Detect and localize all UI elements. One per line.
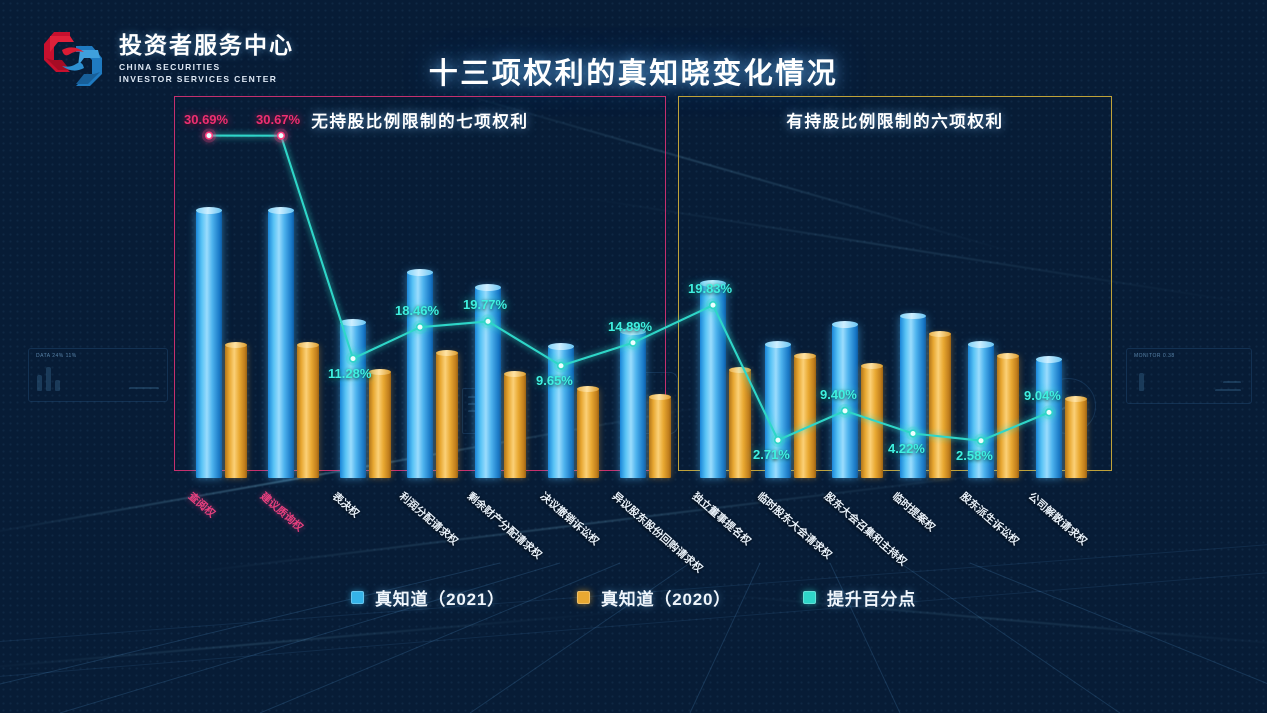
bar-group bbox=[832, 321, 883, 478]
line-value-label: 4.22% bbox=[888, 440, 925, 456]
panel-right-title: 有持股比例限制的六项权利 bbox=[786, 113, 1004, 131]
legend-item-label: 提升百分点 bbox=[827, 590, 917, 609]
bar-2021[interactable] bbox=[196, 207, 222, 478]
line-value-label: 9.65% bbox=[536, 372, 573, 388]
brand-name-cn: 投资者服务中心 bbox=[119, 31, 294, 58]
bar-2020[interactable] bbox=[649, 393, 671, 478]
category-label: 公司解散请求权 bbox=[1025, 490, 1090, 548]
category-label: 独立董事提名权 bbox=[689, 490, 754, 548]
bar-2020[interactable] bbox=[436, 350, 458, 478]
bar-2021[interactable] bbox=[268, 207, 294, 478]
line-value-label: 19.83% bbox=[688, 281, 733, 297]
bar-group bbox=[407, 268, 458, 478]
bar-group bbox=[620, 327, 671, 478]
square-swatch-icon bbox=[577, 591, 590, 604]
category-label: 决议撤销诉讼权 bbox=[537, 490, 602, 548]
category-label: 查阅权 bbox=[185, 490, 218, 521]
brand-logo-block: 投资者服务中心 CHINA SECURITIES INVESTOR SERVIC… bbox=[40, 28, 294, 90]
bar-group bbox=[765, 341, 816, 478]
bar-group bbox=[475, 284, 526, 478]
line-value-label: 11.28% bbox=[328, 365, 372, 381]
bar-group bbox=[340, 319, 391, 478]
line-point-marker[interactable] bbox=[204, 131, 214, 140]
line-point-marker[interactable] bbox=[840, 406, 850, 415]
bar-2020[interactable] bbox=[997, 352, 1019, 478]
line-point-marker[interactable] bbox=[708, 301, 718, 310]
category-label: 表决权 bbox=[329, 490, 362, 521]
page-title: 十三项权利的真知晓变化情况 bbox=[428, 58, 839, 90]
category-label: 剩余财产分配请求权 bbox=[464, 490, 544, 562]
bar-2021[interactable] bbox=[900, 312, 926, 478]
panel-with-shareholding-limit: 有持股比例限制的六项权利 bbox=[678, 96, 1112, 471]
bar-group bbox=[900, 312, 951, 478]
line-value-label: 14.89% bbox=[608, 318, 653, 334]
line-point-marker[interactable] bbox=[773, 436, 783, 445]
bar-2020[interactable] bbox=[1065, 396, 1087, 478]
line-point-marker[interactable] bbox=[483, 317, 493, 326]
line-point-marker[interactable] bbox=[276, 131, 286, 140]
bar-2020[interactable] bbox=[577, 385, 599, 478]
legend-item-label: 真知道（2021） bbox=[374, 590, 505, 609]
category-label: 临时提案权 bbox=[889, 490, 938, 534]
line-point-marker[interactable] bbox=[976, 436, 986, 445]
legend-item[interactable]: 提升百分点 bbox=[803, 585, 916, 610]
bar-2021[interactable] bbox=[968, 341, 994, 478]
line-value-label: 2.58% bbox=[956, 447, 993, 463]
line-value-label: 9.04% bbox=[1024, 388, 1061, 404]
square-swatch-icon bbox=[350, 591, 364, 604]
bar-2020[interactable] bbox=[729, 366, 751, 478]
bar-2020[interactable] bbox=[504, 371, 526, 478]
category-label: 建议质询权 bbox=[257, 490, 306, 534]
bar-2021[interactable] bbox=[832, 321, 858, 478]
legend-item-label: 真知道（2020） bbox=[601, 590, 732, 609]
bar-2021[interactable] bbox=[700, 279, 726, 478]
line-value-label: 9.40% bbox=[820, 386, 857, 402]
brand-name-en-line1: CHINA SECURITIES bbox=[119, 61, 221, 72]
line-value-label: 19.77% bbox=[463, 297, 508, 313]
line-point-marker[interactable] bbox=[556, 361, 566, 370]
line-value-label: 30.67% bbox=[256, 111, 301, 127]
panel-left-title: 无持股比例限制的七项权利 bbox=[311, 113, 529, 131]
line-value-label: 2.71% bbox=[753, 447, 790, 463]
category-label: 股东派生诉讼权 bbox=[957, 490, 1022, 548]
bar-2021[interactable] bbox=[340, 319, 366, 478]
line-point-marker[interactable] bbox=[415, 323, 425, 332]
bar-2020[interactable] bbox=[369, 368, 391, 478]
category-label: 利润分配请求权 bbox=[396, 490, 461, 548]
line-point-marker[interactable] bbox=[1044, 408, 1054, 417]
line-point-marker[interactable] bbox=[628, 338, 638, 347]
bar-group bbox=[968, 341, 1019, 478]
bar-2021[interactable] bbox=[765, 341, 791, 478]
bar-2020[interactable] bbox=[225, 342, 247, 478]
brand-name-en-line2: INVESTOR SERVICES CENTER bbox=[119, 74, 278, 85]
line-point-marker[interactable] bbox=[348, 354, 358, 363]
bar-group bbox=[268, 207, 319, 478]
bar-group bbox=[700, 279, 751, 478]
line-value-label: 18.46% bbox=[395, 303, 440, 319]
bar-2021[interactable] bbox=[407, 268, 433, 478]
bar-2020[interactable] bbox=[297, 342, 319, 478]
line-point-marker[interactable] bbox=[908, 429, 918, 438]
legend-item[interactable]: 真知道（2021） bbox=[350, 585, 505, 610]
bar-2020[interactable] bbox=[929, 331, 951, 478]
bar-2020[interactable] bbox=[861, 362, 883, 478]
bar-2021[interactable] bbox=[620, 327, 646, 478]
square-swatch-icon bbox=[803, 591, 817, 604]
csisc-logo-icon bbox=[40, 28, 106, 90]
chart-legend: 真知道（2021） 真知道（2020） 提升百分点 bbox=[0, 585, 1267, 610]
legend-item[interactable]: 真知道（2020） bbox=[577, 585, 731, 610]
bar-2020[interactable] bbox=[794, 353, 816, 478]
bar-group bbox=[196, 207, 247, 478]
line-value-label: 30.69% bbox=[184, 111, 229, 127]
